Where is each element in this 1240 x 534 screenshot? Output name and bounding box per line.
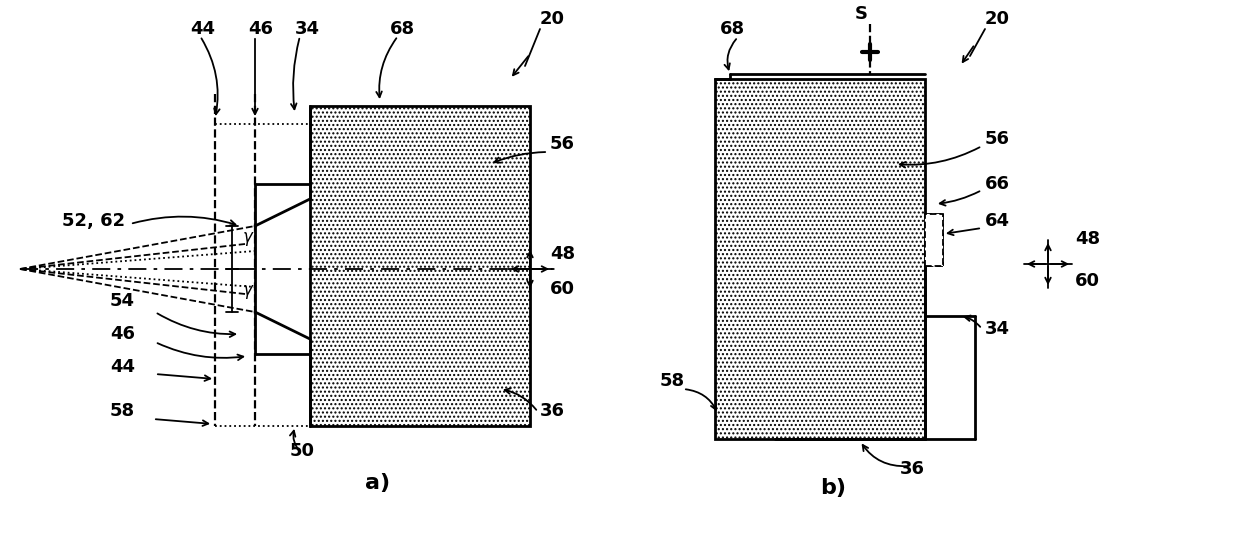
Text: 34: 34 <box>985 320 1011 338</box>
Text: 34: 34 <box>295 20 320 38</box>
Text: 50: 50 <box>290 442 315 460</box>
Bar <box>310 106 529 426</box>
Text: 56: 56 <box>985 130 1011 148</box>
Text: 60: 60 <box>551 280 575 298</box>
Text: a): a) <box>365 473 391 493</box>
Text: 68: 68 <box>720 20 745 38</box>
Text: 56: 56 <box>551 135 575 153</box>
Text: 54: 54 <box>110 292 135 310</box>
Text: b): b) <box>820 478 846 498</box>
Text: 64: 64 <box>985 212 1011 230</box>
Text: S: S <box>856 5 868 23</box>
Text: 68: 68 <box>391 20 415 38</box>
Text: 46: 46 <box>248 20 273 38</box>
Text: 20: 20 <box>539 10 565 28</box>
Text: 58: 58 <box>660 372 686 390</box>
Text: 66: 66 <box>985 175 1011 193</box>
Text: 36: 36 <box>539 402 565 420</box>
Text: 20: 20 <box>985 10 1011 28</box>
Text: 52, 62: 52, 62 <box>62 212 125 230</box>
Text: 36: 36 <box>900 460 925 478</box>
Text: 60: 60 <box>1075 272 1100 290</box>
Text: 44: 44 <box>110 358 135 376</box>
Text: 48: 48 <box>1075 230 1100 248</box>
Text: 58: 58 <box>110 402 135 420</box>
Text: $\gamma$: $\gamma$ <box>242 230 254 248</box>
Text: 44: 44 <box>190 20 215 38</box>
Bar <box>715 79 925 439</box>
Text: $\gamma$: $\gamma$ <box>242 283 254 301</box>
Text: 46: 46 <box>110 325 135 343</box>
Bar <box>925 214 942 266</box>
Text: 48: 48 <box>551 245 575 263</box>
